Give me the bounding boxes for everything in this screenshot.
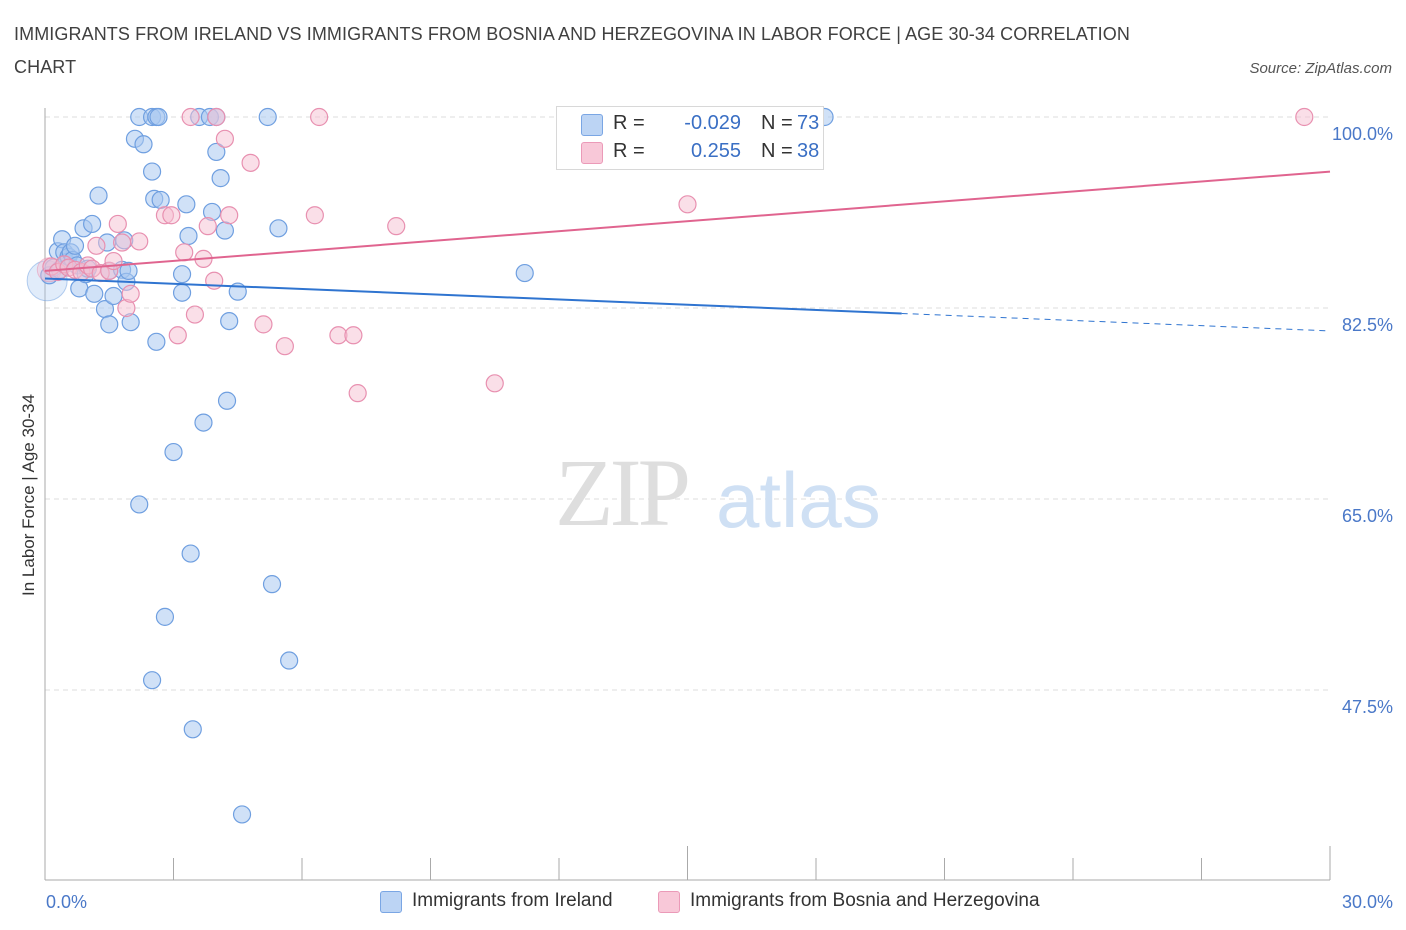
data-point [119,261,138,280]
legend-label-ireland: Immigrants from Ireland [412,890,613,911]
data-point [269,219,288,238]
series-legend: Immigrants from Ireland Immigrants from … [0,890,1406,916]
y-tick-label: 100.0% [1332,124,1393,144]
data-point [121,284,140,303]
data-point [258,107,277,127]
data-point [262,575,282,594]
legend-swatch-bosnia [581,142,603,164]
data-point [151,190,170,210]
legend-r-label: R = [613,112,645,134]
data-point [130,495,149,514]
legend-n-label: N = [761,140,793,162]
watermark: ZIP atlas [555,439,881,546]
data-point [232,805,252,824]
data-point [515,263,534,283]
data-point [678,195,697,214]
data-point [142,162,162,181]
legend-r-value: -0.029 [684,112,741,134]
watermark-zip: ZIP [555,439,688,546]
y-axis-title: In Labor Force | Age 30-34 [19,394,38,596]
data-point [217,391,237,410]
data-point [207,107,226,127]
data-point [85,284,104,303]
legend-r-label: R = [613,140,645,162]
data-point [130,232,149,251]
data-point [100,315,119,334]
x-tick-label: 30.0% [1342,892,1393,912]
data-point [241,153,260,172]
data-point [104,286,123,306]
source-label: Source: ZipAtlas.com [1249,60,1392,77]
legend-swatch-ireland [380,891,402,913]
data-point [162,206,181,225]
data-point [211,169,230,188]
data-point [485,374,504,393]
data-point [194,413,213,432]
data-point [168,326,187,345]
watermark-atlas: atlas [716,456,881,544]
data-point [305,206,324,225]
data-point [310,107,329,127]
data-point [172,265,192,284]
trend-line-bosnia [44,170,1331,272]
legend-n-value: 38 [797,140,820,162]
legend-label-bosnia: Immigrants from Bosnia and Herzegovina [690,890,1040,911]
data-point [198,217,217,236]
data-point [112,233,132,252]
data-point [254,315,273,334]
data-point [275,337,294,356]
data-point [348,384,367,403]
data-point [280,651,299,670]
data-point [142,671,162,690]
series-ireland-points [26,107,834,824]
data-point [215,221,234,240]
data-point [149,107,168,127]
correlation-legend: R = -0.029 N = 73 R = 0.255 N = 38 [556,106,824,170]
data-point [387,217,406,236]
x-tick-labels: 0.0% 30.0% [46,892,1393,912]
data-point [89,186,108,205]
data-point [207,142,226,162]
data-point [185,305,205,324]
legend-n-value: 73 [797,112,820,134]
x-tick-label: 0.0% [46,892,87,912]
axes [44,108,1331,881]
data-point [175,243,194,262]
chart-title: IMMIGRANTS FROM IRELAND VS IMMIGRANTS FR… [14,24,1130,77]
data-point [177,195,196,214]
data-point [155,607,175,626]
data-point [164,442,183,462]
data-point [181,544,200,563]
trend-line-ireland [44,277,902,315]
legend-swatch-bosnia [658,891,680,913]
trend-lines [44,170,1331,332]
y-tick-label: 65.0% [1342,506,1393,526]
data-point [108,214,127,234]
trend-line-ireland-extrapolated [901,312,1331,332]
data-point [172,283,192,302]
data-point [65,236,85,255]
data-point [215,129,234,148]
data-point [220,206,239,225]
y-tick-label: 47.5% [1342,697,1393,717]
data-point [83,214,102,234]
data-point [344,326,363,345]
data-point [220,311,239,331]
data-point [1295,107,1314,127]
data-point [147,332,166,351]
data-point [181,107,200,127]
data-point [183,720,202,739]
y-tick-labels: 47.5% 65.0% 82.5% 100.0% [1332,124,1393,717]
y-tick-label: 82.5% [1342,315,1393,335]
legend-n-label: N = [761,112,793,134]
legend-swatch-ireland [581,114,603,136]
legend-r-value: 0.255 [690,140,741,162]
data-point [87,236,106,255]
data-point [134,135,153,154]
data-point [179,226,198,246]
